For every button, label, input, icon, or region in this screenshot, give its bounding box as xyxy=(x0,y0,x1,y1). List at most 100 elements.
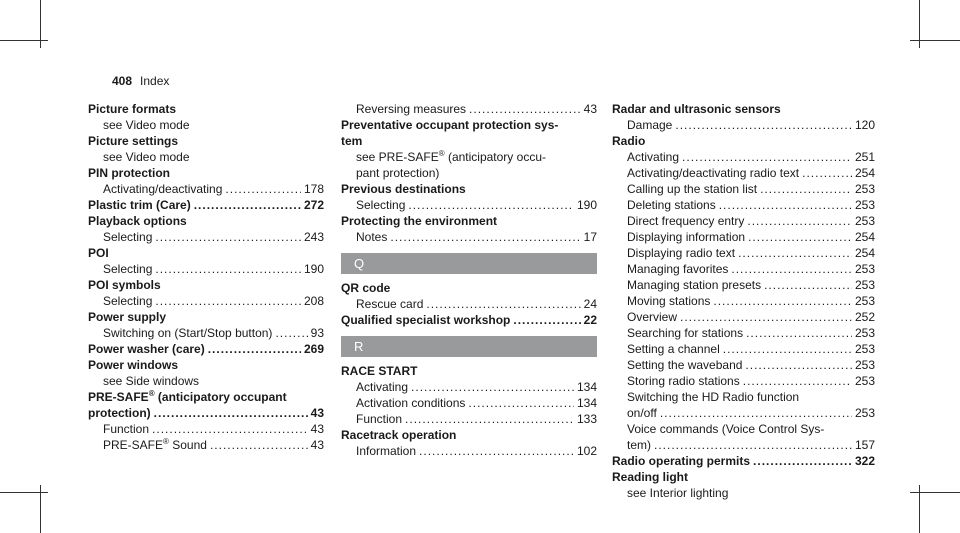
page-ref[interactable]: 190 xyxy=(576,198,597,212)
index-subentry: see Video mode xyxy=(103,150,190,164)
index-entry[interactable]: Managing station presets 253 xyxy=(612,277,875,293)
index-entry[interactable]: protection) 43 xyxy=(88,405,324,421)
page-ref[interactable]: 178 xyxy=(303,182,324,196)
page-ref[interactable]: 272 xyxy=(303,198,324,212)
entry-label: Selecting xyxy=(356,198,406,212)
entry-label: Searching for stations xyxy=(627,326,744,340)
page-ref[interactable]: 190 xyxy=(303,262,324,276)
page-ref[interactable]: 253 xyxy=(854,214,875,228)
index-entry[interactable]: Managing favorites 253 xyxy=(612,261,875,277)
page-ref[interactable]: 322 xyxy=(854,454,875,468)
page-ref[interactable]: 157 xyxy=(854,438,875,452)
index-entry[interactable]: Qualified specialist workshop 22 xyxy=(341,312,597,328)
index-entry[interactable]: Activating/deactivating radio text 254 xyxy=(612,165,875,181)
index-entry[interactable]: Setting a channel 253 xyxy=(612,341,875,357)
index-entry[interactable]: Selecting 208 xyxy=(88,293,324,309)
page-ref[interactable]: 208 xyxy=(303,294,324,308)
index-heading: Picture formats xyxy=(88,102,177,116)
index-entry[interactable]: Power washer (care) 269 xyxy=(88,341,324,357)
dot-leader xyxy=(390,229,580,245)
index-entry[interactable]: on/off 253 xyxy=(612,405,875,421)
dot-leader xyxy=(155,293,301,309)
page-ref[interactable]: 253 xyxy=(854,406,875,420)
index-entry[interactable]: Direct frequency entry 253 xyxy=(612,213,875,229)
dot-leader xyxy=(682,149,852,165)
page-ref[interactable]: 134 xyxy=(576,380,597,394)
index-heading: Racetrack operation xyxy=(341,428,457,442)
index-entry[interactable]: Activating 251 xyxy=(612,149,875,165)
index-entry[interactable]: Calling up the station list 253 xyxy=(612,181,875,197)
index-entry[interactable]: Displaying information 254 xyxy=(612,229,875,245)
entry-label: Activating xyxy=(627,150,680,164)
index-entry[interactable]: Plastic trim (Care) 272 xyxy=(88,197,324,213)
page-ref[interactable]: 253 xyxy=(854,262,875,276)
entry-label: tem) xyxy=(627,438,651,452)
entry-label: Moving stations xyxy=(627,294,711,308)
page-ref[interactable]: 43 xyxy=(310,406,324,420)
entry-label: Activation conditions xyxy=(356,396,466,410)
index-entry[interactable]: Rescue card 24 xyxy=(341,296,597,312)
page-ref[interactable]: 269 xyxy=(303,342,324,356)
page-ref[interactable]: 17 xyxy=(583,230,597,244)
dot-leader xyxy=(225,181,301,197)
page-ref[interactable]: 253 xyxy=(854,326,875,340)
page-ref[interactable]: 22 xyxy=(583,313,597,327)
index-entry[interactable]: Activation conditions 134 xyxy=(341,395,597,411)
page-ref[interactable]: 253 xyxy=(854,182,875,196)
page-ref[interactable]: 253 xyxy=(854,358,875,372)
page-ref[interactable]: 254 xyxy=(854,230,875,244)
index-entry[interactable]: Setting the waveband 253 xyxy=(612,357,875,373)
entry-label: Direct frequency entry xyxy=(627,214,745,228)
page-ref[interactable]: 134 xyxy=(576,396,597,410)
index-heading: Previous destinations xyxy=(341,182,466,196)
index-entry[interactable]: Radio operating permits 322 xyxy=(612,453,875,469)
index-entry[interactable]: Selecting 190 xyxy=(88,261,324,277)
page-ref[interactable]: 254 xyxy=(854,246,875,260)
page-ref[interactable]: 102 xyxy=(576,444,597,458)
index-entry[interactable]: Selecting 190 xyxy=(341,197,597,213)
index-entry[interactable]: PRE-SAFE® Sound 43 xyxy=(88,437,324,453)
dot-leader xyxy=(155,261,301,277)
index-entry[interactable]: Overview 252 xyxy=(612,309,875,325)
index-entry[interactable]: Activating/deactivating 178 xyxy=(88,181,324,197)
index-entry[interactable]: tem) 157 xyxy=(612,437,875,453)
entry-label: Plastic trim (Care) xyxy=(88,198,191,212)
page-ref[interactable]: 133 xyxy=(576,412,597,426)
page-ref[interactable]: 43 xyxy=(310,438,324,452)
dot-leader xyxy=(154,405,308,421)
page-ref[interactable]: 251 xyxy=(854,150,875,164)
page-ref[interactable]: 24 xyxy=(583,297,597,311)
page-ref[interactable]: 243 xyxy=(303,230,324,244)
page-ref[interactable]: 252 xyxy=(854,310,875,324)
index-entry[interactable]: Searching for stations 253 xyxy=(612,325,875,341)
index-entry[interactable]: Moving stations 253 xyxy=(612,293,875,309)
index-heading: RACE START xyxy=(341,364,418,378)
page-ref[interactable]: 253 xyxy=(854,198,875,212)
index-entry[interactable]: Function 133 xyxy=(341,411,597,427)
index-entry[interactable]: Notes 17 xyxy=(341,229,597,245)
index-entry[interactable]: Displaying radio text 254 xyxy=(612,245,875,261)
page-ref[interactable]: 43 xyxy=(310,422,324,436)
index-entry[interactable]: Reversing measures 43 xyxy=(341,101,597,117)
page-ref[interactable]: 253 xyxy=(854,278,875,292)
dot-leader xyxy=(419,443,574,459)
entry-label: Overview xyxy=(627,310,678,324)
page-ref[interactable]: 253 xyxy=(854,342,875,356)
index-entry[interactable]: Activating 134 xyxy=(341,379,597,395)
index-entry[interactable]: Information 102 xyxy=(341,443,597,459)
page-ref[interactable]: 43 xyxy=(583,102,597,116)
index-entry[interactable]: Deleting stations 253 xyxy=(612,197,875,213)
index-entry[interactable]: Switching on (Start/Stop button) 93 xyxy=(88,325,324,341)
dot-leader xyxy=(194,197,301,213)
page-ref[interactable]: 253 xyxy=(854,374,875,388)
index-heading: POI xyxy=(88,246,109,260)
index-entry[interactable]: Selecting 243 xyxy=(88,229,324,245)
index-entry[interactable]: Function 43 xyxy=(88,421,324,437)
index-entry[interactable]: Damage 120 xyxy=(612,117,875,133)
page-ref[interactable]: 93 xyxy=(310,326,324,340)
page-ref[interactable]: 254 xyxy=(854,166,875,180)
page-ref[interactable]: 253 xyxy=(854,294,875,308)
index-subentry: Voice commands (Voice Control Sys- xyxy=(627,422,825,436)
index-entry[interactable]: Storing radio stations 253 xyxy=(612,373,875,389)
page-ref[interactable]: 120 xyxy=(854,118,875,132)
